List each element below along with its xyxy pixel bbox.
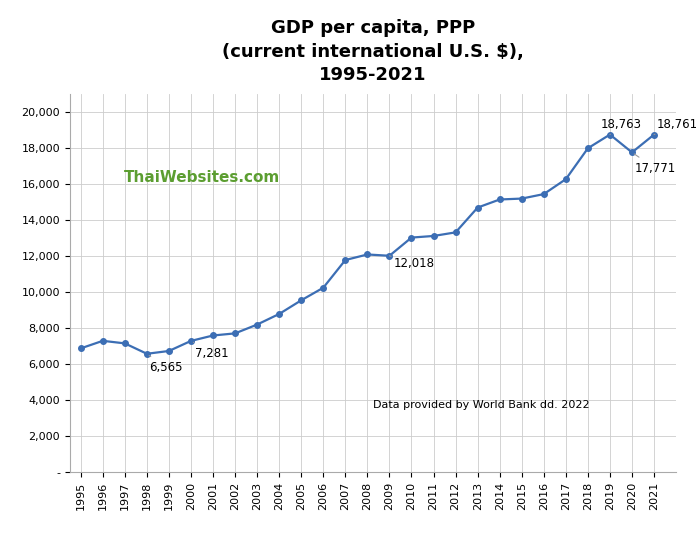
Text: Data provided by World Bank dd. 2022: Data provided by World Bank dd. 2022 [373, 400, 590, 410]
Text: 12,018: 12,018 [390, 256, 435, 270]
Text: 17,771: 17,771 [634, 154, 675, 174]
Text: 7,281: 7,281 [193, 342, 229, 360]
Text: ThaiWebsites.com: ThaiWebsites.com [124, 170, 280, 185]
Text: 18,763: 18,763 [601, 118, 642, 134]
Title: GDP per capita, PPP
(current international U.S. $),
1995-2021: GDP per capita, PPP (current internation… [222, 19, 524, 84]
Text: 6,565: 6,565 [149, 355, 183, 374]
Text: 18,761: 18,761 [654, 118, 697, 135]
